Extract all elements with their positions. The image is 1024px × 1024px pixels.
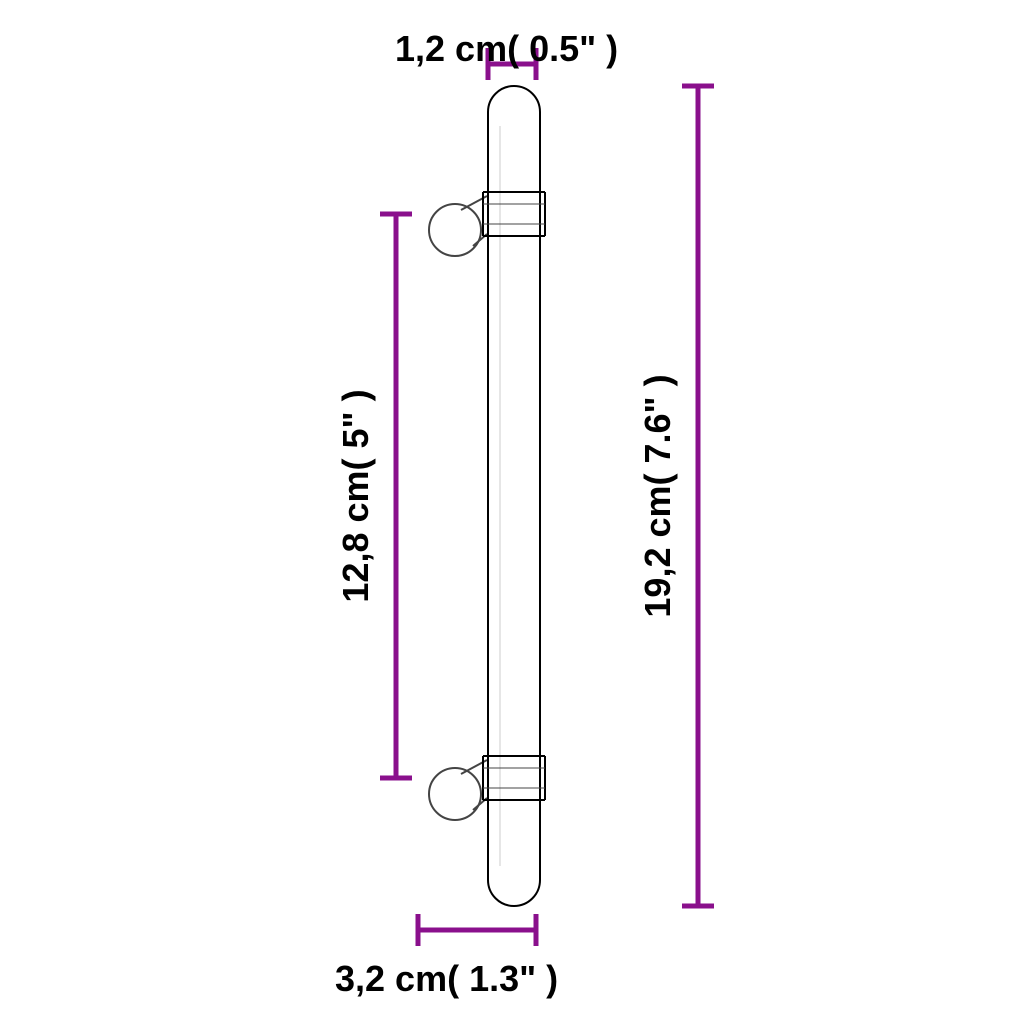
label-depth-bottom: 3,2 cm( 1.3" ) [335,958,558,1000]
label-hole-spacing: 12,8 cm( 5" ) [335,389,377,602]
diagram-svg [0,0,1024,1024]
diagram-container: 1,2 cm( 0.5" ) 19,2 cm( 7.6" ) 12,8 cm( … [0,0,1024,1024]
label-overall-length: 19,2 cm( 7.6" ) [637,374,679,617]
label-width-top: 1,2 cm( 0.5" ) [395,28,618,70]
